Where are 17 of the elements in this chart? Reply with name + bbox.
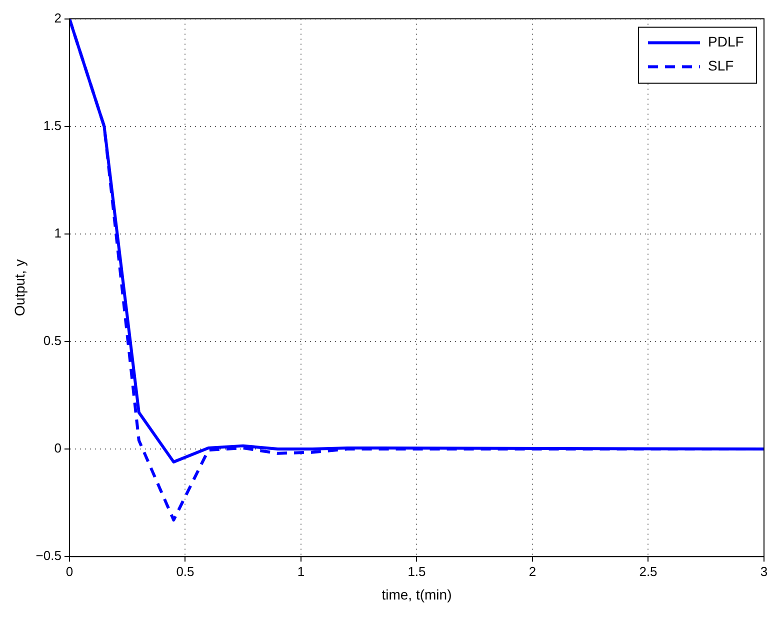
y-tick-label: 0.5 — [43, 333, 62, 348]
y-tick-label: −0.5 — [36, 548, 62, 564]
y-tick-label: 0 — [54, 440, 62, 456]
x-tick-label: 2.5 — [639, 564, 658, 579]
x-tick-label: 3 — [760, 564, 768, 579]
legend-label: PDLF — [708, 34, 744, 50]
x-tick-label: 1 — [297, 564, 305, 579]
x-axis-title: time, t(min) — [382, 586, 452, 602]
x-tick-label: 0.5 — [176, 564, 194, 579]
x-tick-label: 1.5 — [408, 564, 426, 579]
y-tick-label: 2 — [54, 10, 62, 26]
x-tick-label: 2 — [528, 564, 536, 579]
x-tick-label: 0 — [66, 564, 74, 579]
y-tick-label: 1 — [54, 226, 62, 240]
y-tick-label: 1.5 — [43, 118, 62, 133]
legend-label: SLF — [708, 58, 734, 74]
y-axis-title: Output, y — [11, 259, 28, 316]
